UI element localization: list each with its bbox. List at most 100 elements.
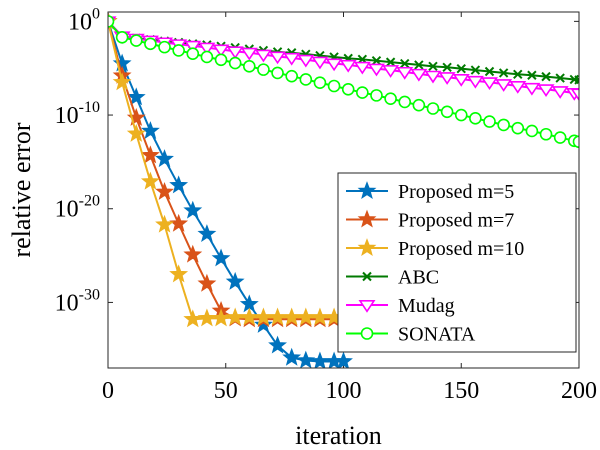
data-point-proposed-m-5 [211, 248, 231, 267]
legend-label: Proposed m=10 [398, 238, 524, 260]
data-point-mudag [551, 86, 569, 99]
data-point-proposed-m-5 [296, 350, 316, 368]
data-point-abc [513, 69, 523, 80]
data-point-mudag [438, 72, 456, 85]
data-point-sonata [327, 79, 341, 93]
data-point-proposed-m-7 [197, 273, 217, 292]
data-point-mudag [410, 68, 428, 82]
data-point-proposed-m-10 [126, 123, 146, 142]
data-point-sonata [454, 108, 468, 122]
data-point-proposed-m-10 [211, 308, 231, 327]
legend-item-proposed-m-5: Proposed m=5 [346, 181, 514, 203]
data-point-abc [470, 65, 481, 75]
data-point-sonata [200, 50, 214, 64]
data-point-sonata [384, 92, 397, 105]
legend-item-mudag: Mudag [346, 295, 455, 317]
data-point-sonata [108, 15, 115, 28]
data-point-sonata [299, 73, 313, 86]
data-point-abc [555, 73, 565, 83]
x-tick-label: 0 [102, 378, 114, 404]
data-point-mudag [353, 61, 371, 75]
data-point-mudag [198, 42, 216, 56]
y-tick-label: 10-10 [55, 99, 100, 129]
data-point-abc [456, 63, 466, 74]
data-point-proposed-m-5 [140, 121, 160, 140]
legend-swatch-marker [357, 238, 377, 257]
y-tick-label: 10-30 [55, 286, 100, 316]
series-layer [108, 12, 579, 368]
data-point-abc [400, 58, 410, 69]
data-point-sonata [440, 105, 454, 119]
data-point-proposed-m-5 [254, 315, 273, 333]
data-point-mudag [481, 77, 499, 91]
data-point-mudag [325, 58, 343, 72]
data-point-sonata [228, 56, 242, 70]
data-point-mudag [382, 65, 400, 78]
data-point-proposed-m-7 [169, 213, 189, 232]
data-point-proposed-m-5 [268, 335, 287, 354]
data-point-sonata [572, 135, 579, 149]
data-point-abc [442, 62, 452, 72]
data-point-mudag [254, 49, 272, 63]
legend-label: ABC [398, 267, 439, 289]
data-point-sonata [115, 30, 129, 44]
legend-swatch-marker [357, 209, 377, 228]
data-point-sonata [285, 69, 298, 83]
x-tick-label: 200 [561, 378, 597, 404]
legend-label: SONATA [398, 324, 476, 346]
data-point-proposed-m-7 [183, 244, 203, 263]
data-point-mudag [396, 66, 414, 80]
data-point-abc [498, 68, 509, 78]
data-point-mudag [466, 75, 484, 89]
data-point-proposed-m-10 [183, 309, 203, 328]
data-point-proposed-m-5 [169, 175, 189, 194]
data-point-abc [484, 66, 495, 77]
data-point-abc [541, 71, 551, 82]
data-point-proposed-m-5 [225, 271, 245, 290]
data-point-mudag [509, 81, 527, 94]
data-point-proposed-m-5 [183, 200, 203, 219]
data-point-sonata [412, 98, 426, 112]
data-point-sonata [313, 76, 327, 90]
data-point-mudag [495, 79, 513, 92]
legend-box [337, 172, 577, 353]
data-point-sonata [271, 66, 284, 80]
legend-swatch-marker [358, 300, 376, 313]
data-point-sonata [398, 95, 412, 109]
data-point-abc [574, 75, 579, 85]
data-point-sonata [356, 86, 369, 99]
axes-box [107, 11, 580, 369]
data-point-proposed-m-10 [169, 264, 189, 283]
data-point-mudag [367, 63, 385, 77]
data-point-sonata [257, 63, 270, 76]
data-point-mudag [297, 54, 315, 68]
data-point-sonata [553, 131, 567, 144]
legend-item-sonata: SONATA [346, 324, 476, 346]
y-axis-label: relative error [7, 122, 36, 257]
data-point-sonata [243, 60, 256, 73]
data-point-sonata [158, 40, 171, 54]
data-point-sonata [186, 47, 200, 60]
data-point-sonata [525, 124, 539, 138]
legend-item-proposed-m-10: Proposed m=10 [346, 238, 524, 260]
data-point-proposed-m-5 [197, 224, 217, 243]
data-point-sonata [172, 44, 185, 57]
legend-label: Proposed m=5 [398, 181, 514, 203]
data-point-sonata [129, 34, 143, 47]
data-point-mudag [424, 70, 442, 84]
data-point-proposed-m-10 [140, 171, 160, 190]
legend-item-proposed-m-7: Proposed m=7 [346, 210, 514, 232]
x-tick-label: 100 [326, 378, 362, 404]
legend-label: Mudag [398, 295, 455, 317]
data-point-abc [414, 60, 424, 70]
legend-swatch-marker [360, 327, 374, 340]
data-point-mudag [452, 73, 470, 87]
data-point-abc [428, 61, 438, 72]
data-point-sonata [483, 115, 496, 128]
data-point-sonata [539, 127, 553, 141]
data-point-mudag [212, 44, 230, 58]
legend-label: Proposed m=7 [398, 210, 514, 232]
y-tick-label: 100 [68, 5, 100, 35]
data-point-abc [371, 56, 382, 66]
